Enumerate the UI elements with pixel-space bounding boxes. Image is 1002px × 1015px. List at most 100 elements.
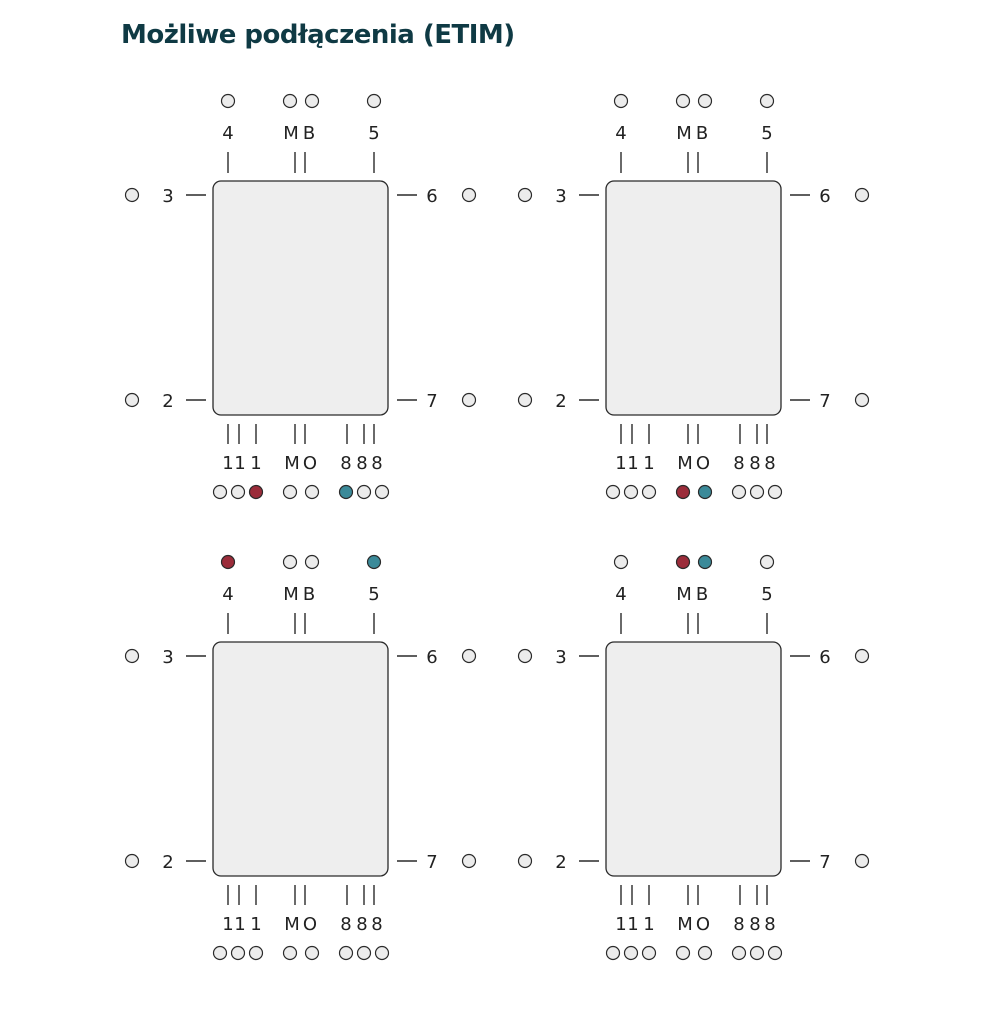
bottom-pin-indicator-empty [338, 945, 354, 961]
right-pin-label: 6 [819, 647, 830, 668]
bottom-pin-indicator-empty [374, 945, 390, 961]
right-pin-indicator-empty [854, 648, 870, 664]
left-pin-indicator-empty [517, 187, 533, 203]
bottom-pin-indicator-empty [282, 484, 298, 500]
connection-diagram: 4 M B 53 62 71 1 1 M O 8 8 8 [124, 554, 477, 961]
top-pin-label: B [303, 584, 315, 605]
bottom-pin-label: 8 [733, 453, 744, 474]
bottom-pin-indicator-empty [731, 484, 747, 500]
right-pin-indicator-empty [461, 187, 477, 203]
bottom-pin-label: 1 [615, 453, 626, 474]
bottom-pin-label: 1 [250, 453, 261, 474]
bottom-pin-indicator-empty [767, 945, 783, 961]
bottom-pin-label: 8 [340, 453, 351, 474]
bottom-pin-indicator-empty [304, 484, 320, 500]
top-pin-label: 5 [761, 584, 772, 605]
top-pin-label: M [283, 584, 299, 605]
bottom-pin-label: 8 [371, 453, 382, 474]
bottom-pin-label: 8 [749, 914, 760, 935]
top-pin-indicator-teal [366, 554, 382, 570]
bottom-pin-indicator-empty [212, 484, 228, 500]
bottom-pin-indicator-empty [697, 945, 713, 961]
top-pin-label: 4 [615, 123, 626, 144]
bottom-pin-label: 1 [234, 914, 245, 935]
top-pin-label: 5 [368, 584, 379, 605]
top-pin-label: 5 [368, 123, 379, 144]
left-pin-indicator-empty [517, 392, 533, 408]
top-pin-indicator-empty [613, 93, 629, 109]
right-pin-label: 7 [819, 852, 830, 873]
bottom-pin-label: M [677, 453, 693, 474]
top-pin-indicator-empty [282, 554, 298, 570]
bottom-pin-indicator-empty [304, 945, 320, 961]
bottom-pin-label: O [696, 453, 710, 474]
left-pin-label: 3 [162, 647, 173, 668]
bottom-pin-indicator-empty [641, 945, 657, 961]
right-pin-indicator-empty [461, 392, 477, 408]
top-pin-indicator-empty [220, 93, 236, 109]
bottom-pin-indicator-empty [641, 484, 657, 500]
left-pin-indicator-empty [124, 187, 140, 203]
bottom-pin-label: 1 [222, 914, 233, 935]
top-pin-label: B [696, 584, 708, 605]
top-pin-label: M [283, 123, 299, 144]
right-pin-label: 6 [819, 186, 830, 207]
bottom-pin-label: 8 [764, 453, 775, 474]
left-pin-label: 2 [162, 852, 173, 873]
bottom-pin-label: 8 [733, 914, 744, 935]
page-title: Możliwe podłączenia (ETIM) [121, 20, 515, 50]
right-pin-label: 6 [426, 186, 437, 207]
bottom-pin-indicator-empty [230, 484, 246, 500]
bottom-pin-indicator-empty [731, 945, 747, 961]
bottom-pin-indicator-empty [374, 484, 390, 500]
top-pin-indicator-empty [366, 93, 382, 109]
left-pin-indicator-empty [517, 648, 533, 664]
bottom-pin-label: M [677, 914, 693, 935]
bottom-pin-indicator-teal [338, 484, 354, 500]
bottom-pin-label: 8 [356, 914, 367, 935]
left-pin-indicator-empty [124, 392, 140, 408]
top-pin-label: 4 [615, 584, 626, 605]
bottom-pin-indicator-empty [356, 945, 372, 961]
right-pin-label: 7 [426, 852, 437, 873]
bottom-pin-label: 8 [371, 914, 382, 935]
left-pin-label: 3 [555, 647, 566, 668]
left-pin-label: 3 [555, 186, 566, 207]
bottom-pin-indicator-empty [356, 484, 372, 500]
bottom-pin-indicator-empty [623, 484, 639, 500]
top-pin-indicator-empty [675, 93, 691, 109]
bottom-pin-label: O [303, 453, 317, 474]
bottom-pin-label: 8 [356, 453, 367, 474]
bottom-pin-indicator-empty [282, 945, 298, 961]
top-pin-indicator-empty [697, 93, 713, 109]
bottom-pin-indicator-empty [248, 945, 264, 961]
connection-diagram: 4 M B 53 62 71 1 1 M O 8 8 8 [517, 554, 870, 961]
bottom-pin-indicator-empty [767, 484, 783, 500]
device-box [605, 180, 782, 416]
bottom-pin-indicator-empty [605, 945, 621, 961]
top-pin-indicator-red [675, 554, 691, 570]
left-pin-indicator-empty [124, 853, 140, 869]
bottom-pin-label: 8 [764, 914, 775, 935]
bottom-pin-indicator-red [248, 484, 264, 500]
top-pin-label: M [676, 584, 692, 605]
top-pin-label: M [676, 123, 692, 144]
device-box [605, 641, 782, 877]
top-pin-indicator-empty [759, 554, 775, 570]
top-pin-label: 5 [761, 123, 772, 144]
connection-diagram: 4 M B 53 62 71 1 1 M O 8 8 8 [517, 93, 870, 500]
top-pin-indicator-empty [613, 554, 629, 570]
top-pin-label: 4 [222, 584, 233, 605]
bottom-pin-label: 1 [234, 453, 245, 474]
bottom-pin-label: 1 [627, 453, 638, 474]
connection-diagram: 4 M B 53 62 71 1 1 M O 8 8 8 [124, 93, 477, 500]
top-pin-label: B [696, 123, 708, 144]
bottom-pin-indicator-red [675, 484, 691, 500]
bottom-pin-label: 8 [340, 914, 351, 935]
bottom-pin-indicator-teal [697, 484, 713, 500]
left-pin-label: 2 [555, 852, 566, 873]
bottom-pin-label: M [284, 914, 300, 935]
bottom-pin-label: O [303, 914, 317, 935]
bottom-pin-label: 1 [615, 914, 626, 935]
